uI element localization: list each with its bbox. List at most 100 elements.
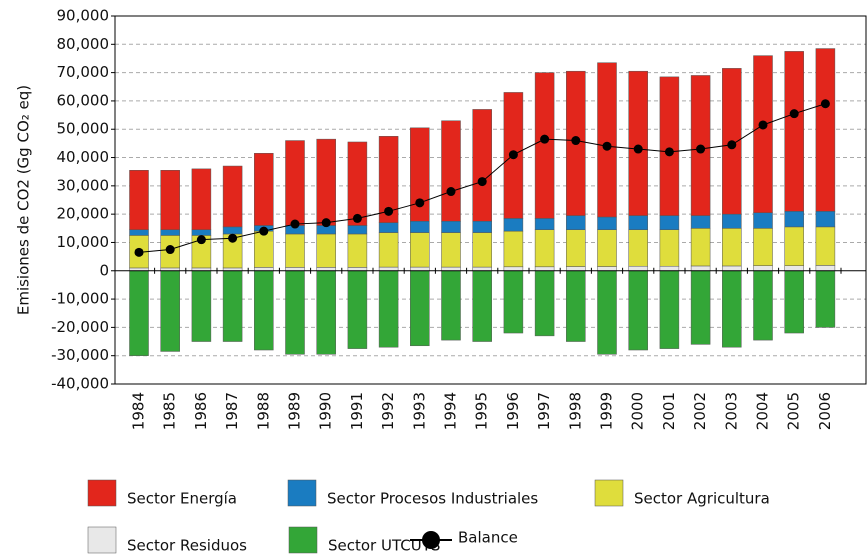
bar-segment (597, 229, 617, 267)
bar-segment (316, 233, 336, 268)
bar-segment (378, 266, 399, 272)
bar-segment (628, 270, 648, 351)
y-tick-label: 50,000 (57, 120, 110, 138)
x-tick-label: 1987 (223, 392, 241, 430)
bar-segment (160, 229, 180, 236)
bar-segment (472, 232, 492, 268)
bar-segment (316, 138, 336, 226)
balance-point (664, 147, 674, 157)
balance-point (165, 245, 175, 255)
balance-point (758, 120, 768, 130)
bar-segment (254, 153, 274, 226)
x-tick-label: 1996 (504, 392, 522, 430)
balance-point (633, 144, 643, 154)
balance-point (228, 233, 238, 243)
y-tick-label: 70,000 (57, 63, 110, 81)
balance-point (789, 109, 799, 119)
plot-frame (114, 15, 867, 385)
bar-segment (347, 233, 368, 268)
bar-segment (659, 229, 680, 267)
bar-segment (316, 270, 336, 355)
bar-segment (503, 266, 524, 272)
x-tick-label: 2005 (785, 392, 803, 430)
bar-segment (597, 62, 617, 218)
bar-segment (690, 265, 711, 272)
x-tick-label: 1984 (130, 392, 148, 430)
bar-segment (534, 266, 555, 272)
y-tick-label: 80,000 (57, 35, 110, 53)
y-tick-label: -40,000 (51, 375, 109, 393)
bar-segment (722, 213, 742, 229)
bar-segment (410, 266, 430, 272)
bar-segment (659, 215, 680, 230)
y-tick-label: 40,000 (57, 148, 110, 166)
bar-segment (472, 109, 492, 222)
bar-segment (753, 212, 773, 229)
bar-segment (316, 267, 336, 272)
x-tick-label: 1986 (192, 392, 210, 430)
bar-segment (753, 265, 773, 272)
balance-point (727, 140, 737, 150)
balance-point (540, 134, 550, 144)
x-tick-label: 1997 (535, 392, 553, 430)
bar-segment (659, 76, 680, 216)
balance-point (321, 218, 331, 228)
bar-segment (784, 226, 804, 266)
bar-segment (534, 270, 555, 337)
bar-segment (628, 229, 648, 267)
y-tick-label: 30,000 (57, 176, 110, 194)
balance-point (446, 187, 456, 197)
x-tick-label: 1992 (379, 392, 397, 430)
bar-segment (285, 140, 305, 226)
legend-swatch (87, 479, 117, 507)
bar-segment (410, 127, 430, 222)
legend-marker (422, 531, 440, 549)
bar-segment (503, 230, 524, 268)
bar-segment (722, 265, 742, 272)
balance-point (602, 141, 612, 151)
bar-segment (566, 266, 586, 272)
bar-segment (285, 270, 305, 355)
bar-segment (378, 136, 399, 223)
x-tick-label: 2000 (629, 392, 647, 430)
bar-segment (628, 215, 648, 230)
y-tick-label: 90,000 (57, 7, 110, 25)
bar-segment (129, 270, 149, 356)
x-tick-label: 1985 (161, 392, 179, 430)
y-tick-label: 60,000 (57, 91, 110, 109)
bar-segment (503, 270, 524, 334)
bar-segment (254, 267, 274, 272)
bar-segment (222, 226, 243, 235)
bar-segment (534, 218, 555, 230)
balance-point (696, 144, 706, 154)
balance-point (290, 219, 300, 229)
bar-segment (597, 270, 617, 355)
bar-segment (534, 229, 555, 268)
bar-segment (597, 216, 617, 230)
bar-segment (753, 228, 773, 266)
balance-point (352, 213, 362, 223)
bar-segment (472, 220, 492, 233)
x-tick-label: 2006 (816, 392, 834, 430)
bar-segment (191, 168, 212, 230)
bar-segment (285, 233, 305, 268)
bar-segment (472, 266, 492, 272)
legend-swatch (594, 479, 624, 507)
x-tick-label: 1989 (286, 392, 304, 430)
bar-segment (690, 270, 711, 345)
legend-swatch (288, 526, 318, 554)
y-tick-label: -10,000 (51, 290, 109, 308)
bar-segment (566, 215, 586, 230)
bar-segment (410, 270, 430, 347)
bar-segment (441, 120, 461, 222)
bar-segment (784, 270, 804, 334)
y-tick-label: 10,000 (57, 233, 110, 251)
legend-swatch (87, 526, 117, 554)
bar-segment (784, 211, 804, 228)
x-tick-label: 1999 (598, 392, 616, 430)
y-tick-label: 0 (99, 261, 109, 279)
bar-segment (347, 141, 368, 226)
balance-point (134, 247, 144, 257)
legend-swatch (287, 479, 317, 507)
